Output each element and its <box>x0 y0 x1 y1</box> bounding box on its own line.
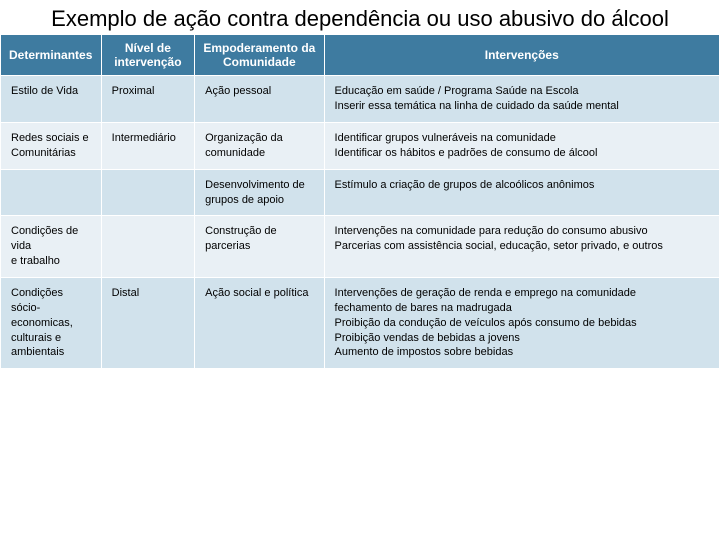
cell-empoderamento: Ação social e política <box>195 277 324 368</box>
cell-empoderamento: Organização da comunidade <box>195 123 324 170</box>
cell-nivel: Distal <box>101 277 194 368</box>
cell-intervencao: Educação em saúde / Programa Saúde na Es… <box>324 76 719 123</box>
header-nivel: Nível de intervenção <box>101 35 194 76</box>
page-title: Exemplo de ação contra dependência ou us… <box>0 0 720 34</box>
table-row: Condições de vida e trabalho Construção … <box>1 216 720 278</box>
table-row: Desenvolvimento de grupos de apoio Estím… <box>1 169 720 216</box>
cell-nivel: Proximal <box>101 76 194 123</box>
cell-empoderamento: Ação pessoal <box>195 76 324 123</box>
table-row: Condições sócio-economicas, culturais e … <box>1 277 720 368</box>
cell-nivel <box>101 169 194 216</box>
table-row: Estilo de Vida Proximal Ação pessoal Edu… <box>1 76 720 123</box>
cell-determinante <box>1 169 102 216</box>
cell-nivel: Intermediário <box>101 123 194 170</box>
cell-intervencao: Estímulo a criação de grupos de alcoólic… <box>324 169 719 216</box>
header-determinantes: Determinantes <box>1 35 102 76</box>
cell-determinante: Redes sociais e Comunitárias <box>1 123 102 170</box>
cell-intervencao: Identificar grupos vulneráveis na comuni… <box>324 123 719 170</box>
table-row: Redes sociais e Comunitárias Intermediár… <box>1 123 720 170</box>
determinants-table: Determinantes Nível de intervenção Empod… <box>0 34 720 369</box>
header-empoderamento: Empoderamento da Comunidade <box>195 35 324 76</box>
cell-empoderamento: Desenvolvimento de grupos de apoio <box>195 169 324 216</box>
cell-intervencao: Intervenções de geração de renda e empre… <box>324 277 719 368</box>
cell-determinante: Condições de vida e trabalho <box>1 216 102 278</box>
table-header-row: Determinantes Nível de intervenção Empod… <box>1 35 720 76</box>
cell-nivel <box>101 216 194 278</box>
cell-determinante: Condições sócio-economicas, culturais e … <box>1 277 102 368</box>
cell-intervencao: Intervenções na comunidade para redução … <box>324 216 719 278</box>
cell-empoderamento: Construção de parcerias <box>195 216 324 278</box>
header-intervencoes: Intervenções <box>324 35 719 76</box>
cell-determinante: Estilo de Vida <box>1 76 102 123</box>
